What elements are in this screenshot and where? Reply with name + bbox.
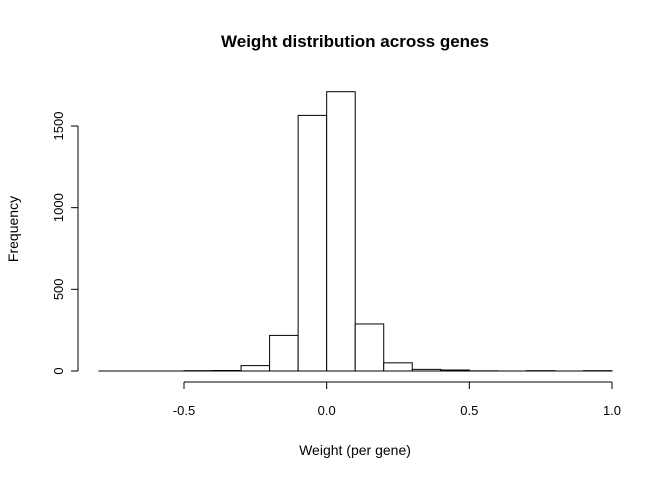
- x-axis-label: Weight (per gene): [299, 442, 411, 458]
- y-tick-label: 1000: [51, 193, 66, 222]
- histogram-bar: [383, 362, 413, 372]
- y-axis-label: Frequency: [5, 196, 21, 262]
- chart-title: Weight distribution across genes: [221, 32, 489, 51]
- histogram-bar: [269, 334, 299, 372]
- x-tick-label: 0.0: [318, 403, 336, 418]
- histogram-bar: [240, 365, 271, 372]
- histogram-bar: [354, 323, 385, 372]
- y-tick-label: 0: [51, 367, 66, 374]
- x-axis: -0.5 0.0 0.5 1.0: [173, 381, 621, 418]
- histogram-bar: [440, 369, 470, 372]
- histogram-bars: [98, 91, 613, 372]
- y-tick-label: 500: [51, 278, 66, 300]
- histogram-bar: [326, 91, 356, 372]
- x-tick-label: -0.5: [173, 403, 195, 418]
- histogram-bar: [411, 368, 442, 372]
- y-axis: 0 500 1000 1500: [51, 112, 79, 375]
- x-tick-label: 0.5: [460, 403, 478, 418]
- y-tick-label: 1500: [51, 112, 66, 141]
- x-tick-label: 1.0: [603, 403, 621, 418]
- histogram-bar: [297, 114, 328, 372]
